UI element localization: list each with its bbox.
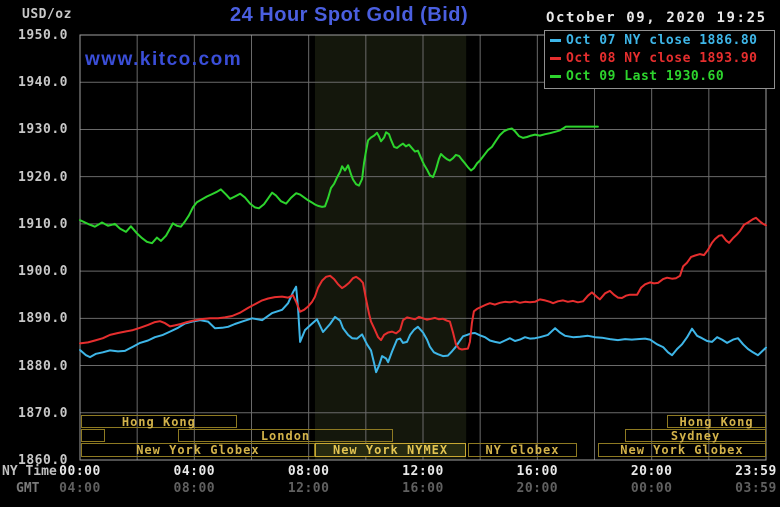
- x-axis-label-gmt: 12:00: [287, 481, 330, 496]
- session-box-london: London: [178, 429, 393, 442]
- session-box-new-york-globex: New York Globex: [80, 443, 315, 457]
- legend-item: Oct 08 NY close 1893.90: [550, 51, 769, 69]
- legend-item: Oct 09 Last 1930.60: [550, 69, 769, 87]
- x-axis-label-ny: 00:00: [59, 464, 101, 479]
- x-axis-label-ny: 23:59: [735, 464, 777, 479]
- timestamp: October 09, 2020 19:25: [546, 10, 767, 26]
- x-axis-label-gmt: 08:00: [173, 481, 216, 496]
- series-oct07: [79, 285, 767, 374]
- session-box-ny-globex: NY Globex: [467, 443, 578, 457]
- nymex-session-band: [314, 35, 467, 460]
- x-axis-label-ny: 20:00: [630, 464, 673, 479]
- y-axis-label: 1930.0: [18, 122, 68, 138]
- x-axis-label-gmt: 00:00: [630, 481, 673, 496]
- y-axis-label: 1950.0: [18, 28, 68, 43]
- legend-swatch-icon: [550, 39, 561, 42]
- y-axis-label: 1910.0: [18, 216, 68, 232]
- y-axis-label: 1940.0: [18, 75, 68, 91]
- x-axis-label-gmt: 16:00: [402, 481, 444, 496]
- y-axis-label: 1870.0: [18, 405, 68, 421]
- session-box-new-york-nymex: New York NYMEX: [314, 443, 467, 457]
- y-axis-label: 1890.0: [18, 311, 68, 327]
- x-axis-label-ny: 12:00: [402, 464, 444, 479]
- plot-border: [79, 34, 767, 461]
- session-box-new-york-globex: New York Globex: [597, 443, 766, 457]
- x-axis-label-gmt: 20:00: [516, 481, 559, 496]
- series-oct08: [79, 216, 767, 351]
- session-box-hong-kong: Hong Kong: [80, 415, 237, 428]
- x-axis-label-gmt: 03:59: [735, 481, 777, 496]
- legend: Oct 07 NY close 1886.80 Oct 08 NY close 1…: [544, 30, 775, 89]
- y-axis-label: 1900.0: [18, 264, 68, 280]
- x-axis-label-ny: 08:00: [287, 464, 330, 479]
- series-oct09: [79, 125, 599, 245]
- x-axis-label-gmt: 04:00: [59, 481, 101, 496]
- session-box-sydney: Sydney: [625, 429, 766, 442]
- chart-title: 24 Hour Spot Gold (Bid): [230, 4, 469, 26]
- legend-label: Oct 09 Last 1930.60: [566, 69, 725, 84]
- gmt-row-label: GMT: [16, 481, 40, 496]
- legend-label: Oct 08 NY close 1893.90: [566, 51, 758, 66]
- kitco-watermark: www.kitco.com: [85, 49, 243, 70]
- legend-label: Oct 07 NY close 1886.80: [566, 33, 758, 48]
- y-axis-label: 1880.0: [18, 358, 68, 374]
- x-axis-label-ny: 16:00: [516, 464, 559, 479]
- y-axis-label: 1920.0: [18, 169, 68, 185]
- legend-swatch-icon: [550, 57, 561, 60]
- legend-item: Oct 07 NY close 1886.80: [550, 33, 769, 51]
- legend-swatch-icon: [550, 75, 561, 78]
- y-axis-label: 1860.0: [18, 453, 68, 468]
- session-box-hong-kong: Hong Kong: [667, 415, 766, 428]
- x-axis-label-ny: 04:00: [173, 464, 216, 479]
- ny-time-row-label: NY Time: [2, 464, 57, 479]
- unit-label: USD/oz: [22, 7, 72, 22]
- session-box: [80, 429, 105, 442]
